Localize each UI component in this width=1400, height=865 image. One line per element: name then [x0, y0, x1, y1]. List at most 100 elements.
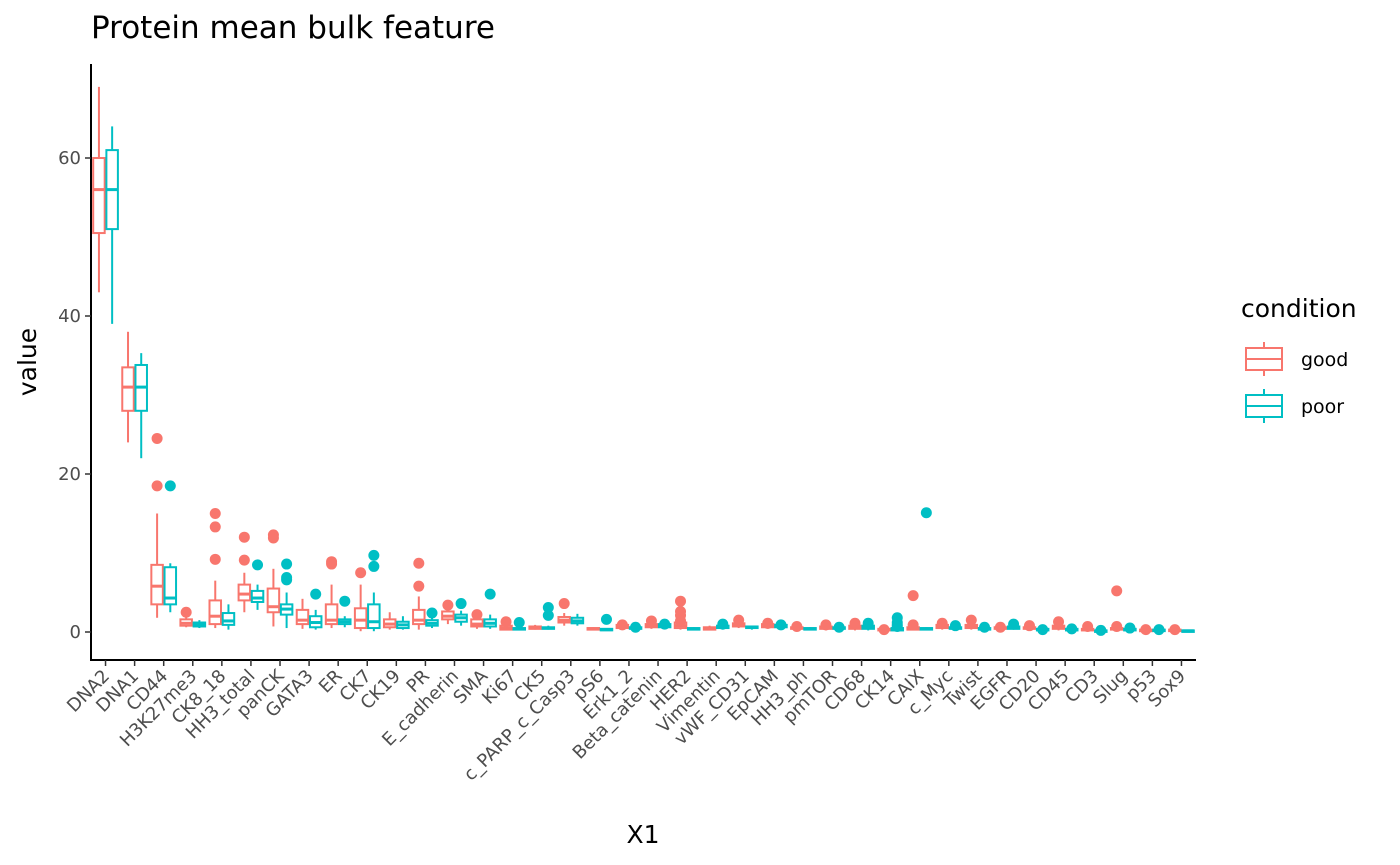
box-iqr: [353, 607, 368, 630]
outlier-point: [267, 532, 279, 544]
y-tick-label: 20: [58, 464, 81, 485]
outlier-point: [791, 620, 803, 632]
legend-label-good: good: [1301, 349, 1348, 371]
box-poor-h3k27me3: [192, 620, 207, 629]
outlier-point: [252, 559, 264, 571]
outlier-point: [1037, 624, 1049, 636]
outlier-point: [1082, 620, 1094, 632]
outlier-point: [558, 598, 570, 610]
outlier-point: [164, 480, 176, 492]
box-poor-pr: [425, 607, 439, 629]
outlier-point: [994, 621, 1006, 633]
box-poor-cd3: [1094, 624, 1108, 636]
box-iqr: [412, 608, 426, 626]
box-good-hh3-total: [237, 531, 252, 613]
box-poor-e-cadherin: [454, 598, 468, 626]
box-poor-sma: [483, 588, 497, 629]
outlier-point: [471, 609, 483, 621]
box-good-ck7: [353, 567, 368, 632]
outlier-point: [849, 617, 861, 629]
box-poor-ki67: [512, 617, 526, 631]
box-poor-c-parp-c-casp3: [570, 613, 585, 626]
box-poor-p53: [1152, 624, 1166, 636]
box-poor-ck7: [367, 549, 381, 632]
plot-area: [92, 86, 1195, 636]
outlier-point: [209, 508, 221, 519]
outlier-point: [281, 558, 293, 570]
box-poor-ps6: [599, 613, 614, 632]
outlier-point: [209, 521, 221, 533]
box-poor-ck8-18: [221, 604, 236, 630]
box-iqr: [367, 603, 381, 630]
outlier-point: [151, 432, 163, 444]
y-tick-label: 40: [58, 306, 81, 327]
box-iqr: [250, 589, 265, 603]
box-good-sox9: [1168, 624, 1182, 636]
box-poor-vwf-cd31: [745, 625, 759, 630]
box-good-epcam: [761, 617, 775, 629]
box-good-ck14: [877, 624, 891, 636]
outlier-point: [413, 580, 425, 592]
box-good-cd44: [150, 432, 164, 618]
legend-key-poor: [1245, 389, 1283, 423]
box-good-egfr: [993, 621, 1008, 633]
outlier-point: [775, 619, 787, 631]
box-good-e-cadherin: [441, 599, 455, 625]
box-good-cd45: [1051, 616, 1066, 631]
outlier-point: [891, 620, 903, 632]
box-good-slug: [1109, 585, 1124, 632]
box-good-twist: [964, 614, 979, 630]
outlier-point: [310, 588, 322, 600]
box-poor-slug: [1123, 622, 1137, 634]
box-good-dna2: [92, 86, 106, 293]
outlier-point: [630, 621, 642, 633]
box-poor-dna1: [134, 353, 148, 459]
box-good-her2: [673, 595, 688, 630]
outlier-point: [238, 554, 250, 566]
outlier-point: [949, 620, 961, 632]
outlier-point: [484, 588, 496, 600]
outlier-point: [907, 590, 919, 602]
box-iqr: [324, 603, 339, 626]
outlier-point: [1066, 623, 1078, 635]
box-good-ck19: [382, 612, 397, 630]
outlier-point: [878, 624, 890, 636]
box-good-er: [324, 556, 339, 629]
box-poor-twist: [977, 621, 992, 633]
box-poor-hh3-ph: [803, 627, 817, 631]
outlier-point: [1023, 620, 1035, 632]
box-iqr: [295, 608, 310, 626]
legend-label-poor: poor: [1301, 396, 1344, 418]
x-axis-ticks: DNA2DNA1CD44H3K27me3CK8_18HH3_totalpanCK…: [63, 660, 1190, 785]
box-good-gata3: [295, 598, 310, 629]
outlier-point: [820, 619, 832, 631]
box-good-cd3: [1080, 620, 1095, 632]
outlier-point: [1169, 624, 1181, 636]
outlier-point: [151, 480, 163, 492]
box-good-dna1: [121, 331, 135, 443]
outlier-point: [862, 617, 874, 629]
box-poor-epcam: [774, 619, 788, 631]
box-poor-dna2: [105, 126, 119, 324]
box-poor-panck: [279, 558, 294, 629]
outlier-point: [513, 617, 525, 629]
outlier-point: [426, 607, 438, 619]
box-good-h3k27me3: [179, 606, 193, 628]
box-poor-ck19: [396, 616, 410, 630]
box-iqr: [163, 566, 178, 606]
box-good-p53: [1139, 624, 1153, 636]
box-poor-er: [338, 595, 352, 628]
box-good-cd68: [848, 617, 862, 631]
legend-title: condition: [1241, 294, 1357, 323]
outlier-point: [238, 531, 250, 543]
outlier-point: [907, 619, 919, 631]
outlier-point: [1053, 616, 1065, 628]
box-poor-her2: [686, 627, 701, 631]
outlier-point: [965, 614, 977, 626]
legend: condition good poor: [1241, 294, 1357, 423]
outlier-point: [455, 598, 467, 610]
box-iqr: [237, 583, 252, 602]
outlier-point: [542, 602, 554, 614]
box-good-sma: [470, 609, 484, 629]
